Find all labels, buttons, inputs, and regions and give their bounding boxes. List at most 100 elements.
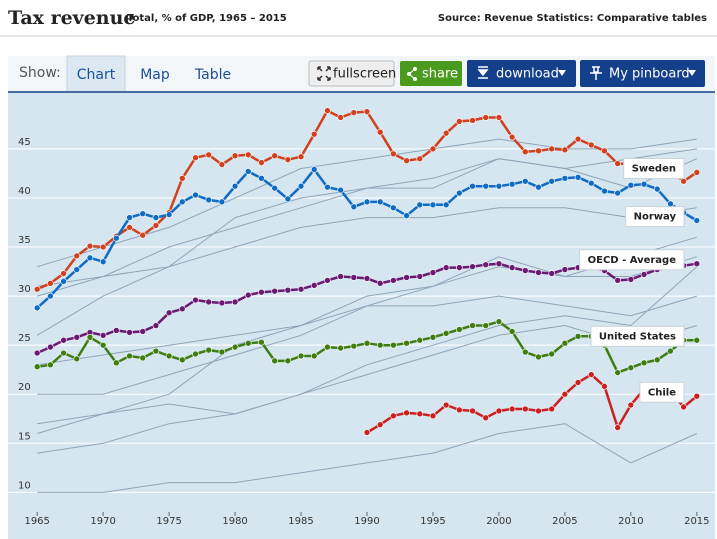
point bbox=[179, 175, 186, 182]
source: Source: Revenue Statistics: Comparative … bbox=[438, 13, 707, 24]
point bbox=[152, 214, 160, 221]
point bbox=[139, 328, 147, 335]
point bbox=[337, 186, 344, 194]
point bbox=[33, 304, 41, 312]
point bbox=[324, 107, 331, 114]
point bbox=[469, 322, 476, 329]
point bbox=[179, 198, 186, 206]
x-tick-label: 1985 bbox=[288, 516, 313, 527]
point bbox=[693, 217, 701, 224]
point bbox=[324, 343, 331, 351]
point bbox=[522, 148, 529, 156]
point bbox=[574, 174, 582, 181]
point bbox=[152, 347, 160, 355]
point bbox=[522, 405, 529, 413]
background-line bbox=[37, 207, 697, 287]
point bbox=[442, 264, 450, 271]
point bbox=[73, 266, 81, 273]
icon bbox=[407, 67, 417, 81]
point bbox=[416, 410, 424, 418]
series-label-box bbox=[590, 325, 685, 347]
series-label-box bbox=[639, 381, 685, 403]
button-label[interactable]: My pinboard bbox=[609, 67, 690, 82]
point bbox=[587, 141, 595, 149]
point bbox=[99, 258, 107, 266]
point bbox=[574, 135, 582, 143]
button-label[interactable]: download bbox=[496, 67, 559, 82]
button[interactable] bbox=[467, 60, 576, 87]
point bbox=[126, 352, 133, 360]
point bbox=[653, 185, 661, 193]
point bbox=[324, 183, 331, 191]
point bbox=[165, 352, 173, 360]
icon bbox=[590, 66, 602, 80]
tab[interactable]: Map bbox=[140, 67, 170, 83]
x-tick-label: 1975 bbox=[156, 516, 181, 527]
tab[interactable]: Chart bbox=[77, 67, 116, 83]
point bbox=[113, 359, 120, 367]
point bbox=[442, 201, 450, 209]
plot: 10 15 20 25 30 35 40 45 1965 1970 1975 1980 1985 1990… bbox=[8, 107, 715, 527]
point bbox=[337, 114, 344, 121]
point bbox=[482, 414, 490, 422]
point bbox=[442, 129, 450, 137]
point bbox=[205, 196, 212, 204]
point bbox=[429, 269, 437, 276]
background-line bbox=[37, 138, 697, 268]
point bbox=[680, 403, 687, 411]
point bbox=[363, 198, 371, 206]
point bbox=[627, 181, 635, 189]
point bbox=[587, 371, 595, 378]
button-label[interactable]: share bbox=[422, 67, 458, 82]
point bbox=[244, 168, 252, 175]
point bbox=[73, 355, 81, 363]
point bbox=[73, 252, 81, 260]
x-tick-label: 1990 bbox=[354, 516, 379, 527]
point bbox=[363, 275, 371, 282]
point bbox=[495, 318, 503, 325]
y-tick-label: 25 bbox=[18, 333, 31, 344]
button[interactable] bbox=[580, 60, 705, 87]
point bbox=[376, 341, 384, 349]
point bbox=[60, 278, 67, 285]
point bbox=[442, 401, 450, 409]
point bbox=[271, 287, 278, 295]
y-tick-label: 20 bbox=[18, 382, 31, 393]
point bbox=[310, 130, 318, 138]
background-line bbox=[37, 295, 697, 366]
series-label: Chile bbox=[639, 381, 685, 403]
x-tick-label: 2015 bbox=[684, 516, 709, 527]
point bbox=[310, 352, 318, 360]
point bbox=[680, 177, 687, 185]
tab-active[interactable] bbox=[66, 55, 126, 94]
background-line bbox=[37, 423, 698, 493]
point bbox=[192, 154, 199, 162]
point bbox=[535, 147, 542, 155]
point bbox=[244, 339, 252, 347]
point bbox=[693, 392, 701, 400]
point bbox=[126, 214, 133, 221]
point bbox=[179, 305, 186, 313]
point bbox=[376, 421, 384, 428]
point bbox=[640, 271, 648, 278]
point bbox=[574, 333, 582, 340]
point bbox=[574, 379, 582, 386]
series-label-text: United States bbox=[599, 331, 676, 342]
point bbox=[271, 357, 278, 365]
point bbox=[495, 182, 503, 190]
point bbox=[627, 276, 635, 283]
point bbox=[693, 260, 701, 268]
button-label[interactable]: fullscreen bbox=[333, 67, 396, 82]
point bbox=[456, 264, 463, 271]
point bbox=[218, 161, 226, 168]
point bbox=[376, 280, 384, 287]
point bbox=[284, 286, 292, 294]
point bbox=[139, 231, 147, 239]
point bbox=[456, 326, 463, 333]
point bbox=[218, 348, 226, 356]
point bbox=[244, 291, 252, 299]
series-label-text: Sweden bbox=[632, 164, 676, 175]
point bbox=[205, 298, 212, 306]
tab[interactable]: Table bbox=[194, 67, 231, 83]
point bbox=[33, 349, 41, 357]
